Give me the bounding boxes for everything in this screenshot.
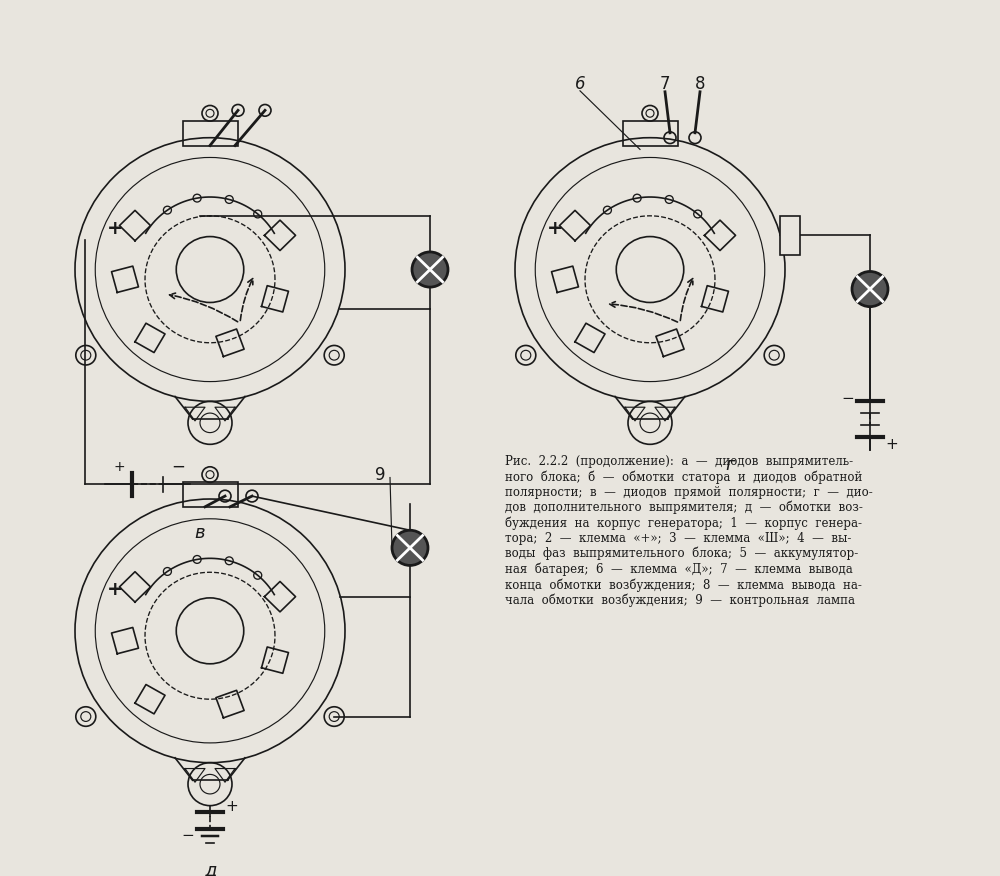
Text: −: −: [182, 829, 194, 844]
Text: в: в: [195, 524, 205, 542]
Circle shape: [852, 272, 888, 307]
Text: 6: 6: [575, 75, 585, 93]
Circle shape: [412, 252, 448, 287]
Text: +: +: [886, 437, 898, 452]
Text: д: д: [204, 861, 216, 876]
Text: +: +: [226, 799, 238, 814]
Text: −: −: [171, 458, 185, 476]
Bar: [780, 215, 800, 255]
Text: −: −: [842, 391, 854, 406]
Text: Рис.  2.2.2  (продолжение):  а  —  диодов  выпрямитель-
ного  блока;  б  —  обмо: Рис. 2.2.2 (продолжение): а — диодов вып…: [505, 455, 873, 607]
Text: 7: 7: [660, 75, 670, 93]
Circle shape: [392, 530, 428, 565]
Text: +: +: [107, 580, 123, 599]
Bar: [183, 121, 238, 145]
Text: г: г: [725, 456, 735, 474]
Text: 9: 9: [375, 466, 385, 484]
Text: +: +: [114, 460, 126, 474]
Bar: [622, 121, 678, 145]
Text: +: +: [547, 219, 563, 238]
Text: 8: 8: [695, 75, 705, 93]
Bar: [183, 483, 238, 507]
Text: +: +: [107, 219, 123, 238]
